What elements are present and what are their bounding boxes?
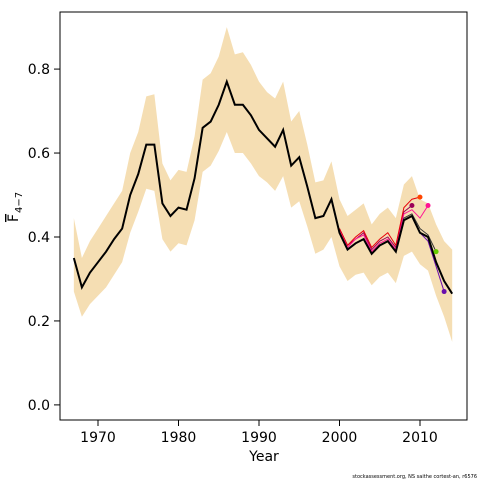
y-tick-label: 0.4 (28, 230, 50, 246)
x-tick-label: 2010 (402, 430, 438, 446)
retro-end-point (425, 203, 431, 209)
x-tick-label: 1970 (80, 430, 116, 446)
x-tick-label: 1990 (241, 430, 277, 446)
retro-end-point (417, 194, 423, 200)
y-label-main: F (6, 214, 22, 222)
y-label-sub: 4−7 (14, 192, 25, 213)
retro-line (339, 196, 421, 249)
retro-end-point (409, 203, 415, 209)
footnote: stockassessment.org, NS saithe cortest-a… (352, 474, 477, 480)
retro-end-point (433, 249, 439, 255)
retro-end-point (441, 289, 447, 295)
x-axis-label: Year (248, 449, 279, 465)
x-tick-label: 1980 (161, 430, 197, 446)
x-tick-label: 2000 (322, 430, 358, 446)
plot-frame (59, 11, 468, 421)
confidence-band (73, 27, 453, 342)
estimate-line (72, 78, 454, 295)
y-tick-label: 0.6 (28, 146, 50, 162)
y-tick-label: 0.2 (28, 314, 50, 330)
y-axis-label: F 4−7 (6, 192, 25, 222)
y-tick-label: 0.0 (28, 398, 50, 414)
y-tick-label: 0.8 (28, 62, 50, 78)
retro-line (339, 205, 429, 253)
